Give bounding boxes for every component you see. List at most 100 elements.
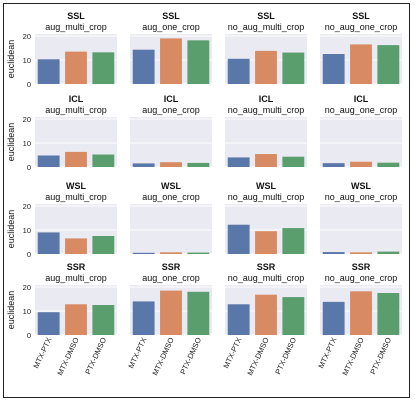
x-tick-label: MTX-PTX [221,336,243,370]
panel-background [320,117,402,167]
x-tick-label: MTX-PTX [126,336,148,370]
bar-ptx-dmso [187,252,210,254]
panel-subtitle: aug_multi_crop [45,273,107,283]
panel-subtitle: aug_one_crop [142,273,200,283]
bar-ptx-dmso [92,52,115,84]
y-tick-label: 20 [23,32,31,41]
bar-mtx-dmso [255,50,277,84]
panel-title: WSL [256,181,276,191]
bar-mtx-ptx [132,301,155,335]
panel-title: SSR [162,262,181,272]
bar-ptx-dmso [282,156,305,167]
bar-ptx-dmso [187,291,210,335]
bar-ptx-dmso [282,297,305,335]
bar-mtx-ptx [132,49,155,84]
panel-subtitle: no_aug_multi_crop [228,273,305,283]
bar-ptx-dmso [92,154,115,167]
panel-title: ICL [259,94,274,104]
panel-title: WSL [66,181,86,191]
y-tick-label: 0 [27,80,31,89]
panel-subtitle: aug_one_crop [142,22,200,32]
panel-subtitle: aug_one_crop [142,192,200,202]
y-tick-label: 20 [23,202,31,211]
y-axis-label: euclidean [6,210,16,249]
panel-subtitle: aug_multi_crop [45,22,107,32]
bar-mtx-ptx [322,252,345,254]
y-tick-label: 0 [27,163,31,172]
y-axis-label: euclidean [6,291,16,330]
y-tick-label: 0 [27,250,31,259]
bar-mtx-ptx [37,232,60,254]
bar-mtx-dmso [65,238,87,254]
bar-mtx-dmso [160,38,182,84]
panel-background [130,204,212,254]
bar-mtx-ptx [37,312,60,335]
panel-subtitle: no_aug_one_crop [325,22,398,32]
y-tick-label: 20 [23,115,31,124]
panel-subtitle: aug_one_crop [142,105,200,115]
bar-mtx-dmso [65,151,87,167]
bar-mtx-dmso [160,252,182,254]
bar-mtx-dmso [65,51,87,84]
y-tick-label: 20 [23,283,31,292]
panel-title: SSL [352,11,370,21]
x-tick-label: PTX-DMSO [368,336,393,376]
bar-ptx-dmso [377,251,400,254]
bar-mtx-dmso [350,44,372,84]
x-tick-label: MTX-DMSO [150,336,175,377]
bar-mtx-ptx [227,304,250,335]
bar-mtx-ptx [37,155,60,167]
x-tick-label: PTX-DMSO [83,336,108,376]
bar-mtx-ptx [227,157,250,167]
panel-subtitle: aug_multi_crop [45,192,107,202]
panel-title: ICL [354,94,369,104]
bar-ptx-dmso [187,40,210,84]
panel-subtitle: no_aug_multi_crop [228,22,305,32]
bar-mtx-ptx [322,163,345,167]
y-tick-label: 10 [23,56,31,65]
bar-mtx-dmso [350,161,372,167]
panel-subtitle: no_aug_one_crop [325,105,398,115]
bar-ptx-dmso [377,45,400,84]
y-tick-label: 10 [23,226,31,235]
panel-subtitle: no_aug_multi_crop [228,192,305,202]
bar-mtx-ptx [227,58,250,84]
y-tick-label: 10 [23,139,31,148]
bar-ptx-dmso [92,236,115,254]
panel-title: SSR [67,262,86,272]
panel-title: SSR [352,262,371,272]
bar-mtx-dmso [350,291,372,335]
panel-title: WSL [351,181,371,191]
panel-title: SSL [257,11,275,21]
bar-ptx-dmso [377,162,400,167]
bar-mtx-ptx [37,59,60,84]
panel-subtitle: no_aug_multi_crop [228,105,305,115]
x-tick-label: MTX-PTX [316,336,338,370]
panel-title: WSL [161,181,181,191]
panel-title: SSR [257,262,276,272]
bar-mtx-dmso [160,162,182,167]
x-tick-label: MTX-DMSO [340,336,365,377]
panel-subtitle: aug_multi_crop [45,105,107,115]
y-tick-label: 10 [23,307,31,316]
bar-ptx-dmso [377,293,400,335]
x-tick-label: PTX-DMSO [178,336,203,376]
panel-title: SSL [67,11,85,21]
bar-mtx-dmso [255,154,277,167]
panel-subtitle: no_aug_one_crop [325,273,398,283]
panel-title: SSL [162,11,180,21]
bar-ptx-dmso [92,305,115,335]
x-tick-label: MTX-DMSO [55,336,80,377]
panel-background [130,117,212,167]
panel-background [320,204,402,254]
x-tick-label: PTX-DMSO [273,336,298,376]
bar-ptx-dmso [187,162,210,167]
bar-mtx-ptx [132,163,155,167]
y-axis-label: euclidean [6,40,16,79]
x-tick-label: MTX-DMSO [245,336,270,377]
bar-mtx-ptx [132,252,155,254]
bar-mtx-ptx [322,54,345,84]
bar-mtx-ptx [322,301,345,335]
bar-mtx-ptx [227,224,250,254]
